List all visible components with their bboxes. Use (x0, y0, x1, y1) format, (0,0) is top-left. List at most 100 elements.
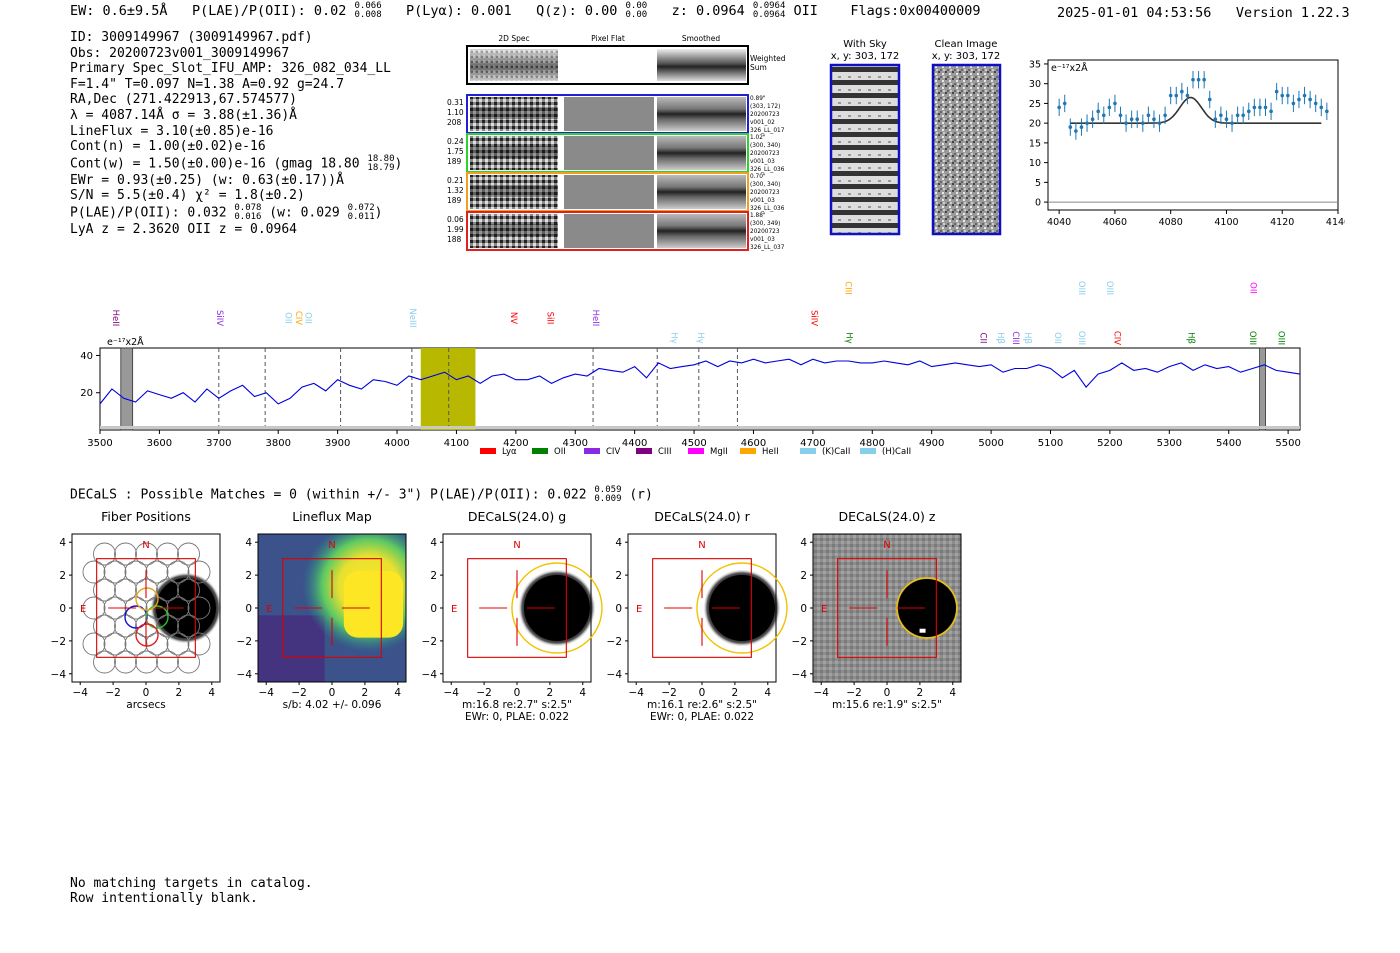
clean-image (931, 63, 1002, 236)
search-box (282, 558, 382, 658)
zoom-data-point (1129, 117, 1134, 122)
plya-value: P(Lyα): 0.001 (406, 3, 512, 19)
north-label: N (328, 540, 335, 551)
legend-swatch (860, 448, 876, 454)
zoom-xtick-label: 4100 (1214, 217, 1238, 228)
image-xtick-label: 0 (699, 687, 706, 699)
cutout-right-stat: 20200723 (750, 190, 780, 196)
fiber-circle-highlight (135, 587, 159, 611)
image-xtick-label: 2 (547, 687, 554, 699)
zoom-xtick-label: 4120 (1270, 217, 1294, 228)
spectral-line-label: Hβ (1185, 332, 1195, 344)
spectral-cutouts: 2D Spec Pixel Flat Smoothed Weighted Sum… (447, 34, 786, 251)
zoom-data-point (1096, 109, 1100, 114)
spectral-line-label: CIV (293, 311, 303, 325)
zoom-data-point (1313, 101, 1318, 106)
zoom-data-point (1090, 117, 1095, 122)
fiber-circle (124, 560, 148, 584)
image-ytick-label: 4 (59, 537, 66, 549)
image-ytick-label: −4 (422, 669, 438, 681)
fiber-circle-highlight (145, 605, 169, 629)
legend-swatch (740, 448, 756, 454)
zoom-data-point (1168, 93, 1173, 98)
timestamp-version: 2025-01-01 04:53:56 Version 1.22.3 (1057, 5, 1350, 21)
zoom-data-point (1191, 77, 1195, 82)
catalog-notes: No matching targets in catalog. Row inte… (70, 876, 313, 906)
zoom-data-point (1174, 93, 1179, 98)
image-xtick-label: −2 (846, 687, 861, 699)
zoom-data-point (1207, 97, 1212, 102)
spectral-line-label: CII (977, 333, 987, 344)
fiber-circle (93, 578, 116, 602)
spectrum-xtick-label: 5500 (1275, 438, 1300, 449)
clean-title: Clean Image (935, 39, 998, 50)
zoom-xtick-label: 4080 (1159, 217, 1183, 228)
spectral-line-label: OIII (1247, 331, 1257, 345)
image-ytick-label: 2 (59, 570, 66, 582)
zoom-ytick-label: 20 (1029, 119, 1041, 130)
spectral-line-label: Hβ (995, 332, 1005, 344)
image-caption: arcsecs (126, 699, 165, 711)
fiber-circle (156, 542, 179, 566)
image-xtick-label: −4 (258, 687, 274, 699)
zoom-data-point (1263, 105, 1268, 110)
image-panel-title: DECaLS(24.0) r (654, 509, 750, 524)
image-xtick-label: −2 (476, 687, 491, 699)
fiber-circle (166, 560, 190, 584)
cutout-right-stat: v001_02 (750, 120, 775, 126)
spectrum-plot-frame (99, 347, 1301, 431)
spectrum-xtick-label: 4000 (384, 438, 409, 449)
spectrum-xtick-label: 3800 (265, 438, 290, 449)
image-panel-lineflux: Lineflux Map N E −4 −4 −2 −2 0 0 2 2 4 4 s/b: 4.02 +/… (237, 509, 407, 711)
sky-panels: With Sky x, y: 303, 172 Clean Image x, y… (829, 39, 1002, 236)
zoom-data-point (1152, 117, 1156, 122)
catalog-line-2: Row intentionally blank. (70, 891, 258, 906)
cutout-right-stat: 0.89" (750, 96, 766, 102)
spectral-line-label: Hγ (844, 332, 854, 343)
legend-label: MgII (710, 447, 728, 457)
spectrum-xtick-label: 3600 (147, 438, 172, 449)
weighted-sum-label: Weighted (750, 54, 786, 63)
fiber-circle (177, 542, 200, 566)
summary-header: EW: 0.6±9.5Å P(LAE)/P(OII): 0.02 0.066 0.… (70, 2, 980, 20)
fiber-circle (93, 650, 116, 674)
image-ytick-label: −2 (607, 636, 622, 648)
info-plae: P(LAE)/P(OII): 0.032 0.078 0.016 (w: 0.02… (70, 202, 383, 222)
cutout-right-stat: (300, 349) (750, 221, 780, 227)
zoom-data-point (1224, 117, 1229, 122)
zoom-data-point (1118, 113, 1123, 118)
masked-region (1259, 347, 1266, 431)
zoom-data-point (1079, 125, 1084, 129)
spectrum-ytick-label: 40 (80, 351, 93, 362)
col-label-pixelflat: Pixel Flat (591, 34, 625, 43)
zoom-data-point (1235, 113, 1240, 118)
spectrum-ytick-label: 20 (80, 388, 93, 399)
image-ytick-label: −2 (792, 636, 807, 648)
cutout-right-stat: 0.70" (750, 174, 766, 180)
zoom-ytick-label: 5 (1035, 178, 1041, 189)
legend-label: CIV (606, 447, 620, 457)
zoom-xtick-label: 4040 (1047, 217, 1071, 228)
zoom-ytick-label: 35 (1029, 59, 1041, 70)
image-panel-decalsz: DECaLS(24.0) z N E −4 −4 −2 −2 0 0 2 2 4 4 m:15.6 re:… (792, 509, 962, 711)
spectrum-xtick-label: 4200 (503, 438, 528, 449)
info-slot: Primary Spec_Slot_IFU_AMP: 326_082_034_L… (70, 61, 391, 77)
fiber-circle (114, 650, 137, 674)
info-lineflux: LineFlux = 3.10(±0.85)e-16 (70, 123, 274, 139)
cutout-left-stat: 1.75 (447, 147, 464, 156)
zoom-data-point (1107, 105, 1112, 110)
zoom-data-point (1241, 113, 1245, 118)
image-caption: m:15.6 re:1.9" s:2.5" (832, 699, 942, 711)
zoom-data-point (1196, 77, 1201, 82)
zoom-data-point (1230, 121, 1234, 125)
search-box (467, 558, 567, 658)
zoom-ylabel: e⁻¹⁷x2Å (1051, 62, 1088, 74)
search-box (96, 558, 196, 658)
cutout-right-stat: (303, 172) (750, 104, 780, 110)
image-ytick-label: −2 (237, 636, 252, 648)
full-spectrum-chart: 3500 3600 3700 3800 3900 4000 4100 4200 4300 4400… (80, 281, 1301, 457)
fiber-circle (177, 650, 200, 674)
fiber-circle (177, 578, 200, 602)
